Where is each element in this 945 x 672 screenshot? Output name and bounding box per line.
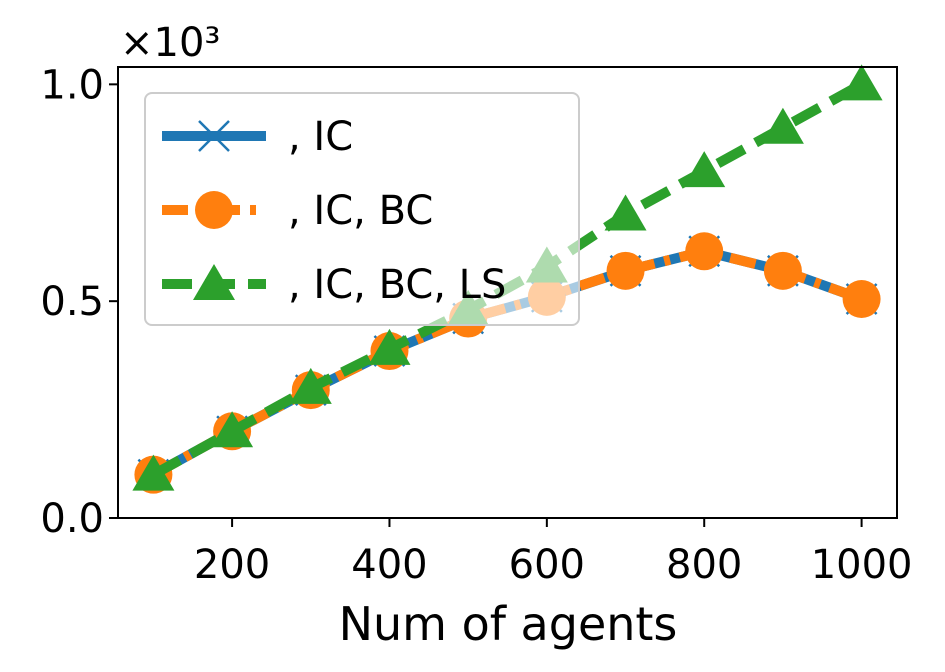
- y-tick-label: 0.0: [40, 496, 104, 542]
- data-point: [840, 64, 883, 101]
- x-tick-label: 400: [351, 542, 427, 588]
- x-tick-label: 800: [666, 542, 742, 588]
- legend: , IC , IC, BC , IC, BC, LS: [144, 92, 580, 326]
- legend-marker: [193, 264, 235, 300]
- legend-label: , IC: [288, 114, 353, 160]
- x-axis-label: Num of agents: [339, 597, 678, 651]
- data-point: [763, 251, 802, 290]
- x-tick-label: 600: [509, 542, 585, 588]
- series-line: [150, 246, 864, 480]
- plot-area-frame: [117, 66, 898, 519]
- data-point: [842, 280, 881, 319]
- data-point: [685, 232, 724, 271]
- data-point: [368, 328, 411, 365]
- data-point: [289, 367, 332, 404]
- y-axis-multiplier: ×10³: [120, 20, 220, 66]
- legend-box: [144, 92, 580, 326]
- legend-label: , IC, BC: [288, 188, 433, 234]
- x-tick-label: 200: [194, 542, 270, 588]
- legend-marker: [198, 120, 230, 152]
- legend-entry: , IC, BC: [162, 188, 433, 234]
- data-point: [683, 151, 726, 188]
- legend-entry: , IC: [162, 114, 353, 160]
- legend-marker: [195, 191, 233, 229]
- data-point: [211, 411, 254, 448]
- y-tick-label: 0.5: [40, 279, 104, 325]
- data-point: [604, 194, 647, 231]
- data-point: [761, 107, 804, 144]
- legend-entry: , IC, BC, LS: [162, 262, 506, 308]
- data-point: [132, 454, 175, 491]
- data-point: [606, 251, 645, 290]
- y-tick-label: 1.0: [40, 62, 104, 108]
- x-tick-label: 1000: [811, 542, 913, 588]
- legend-label: , IC, BC, LS: [288, 262, 506, 308]
